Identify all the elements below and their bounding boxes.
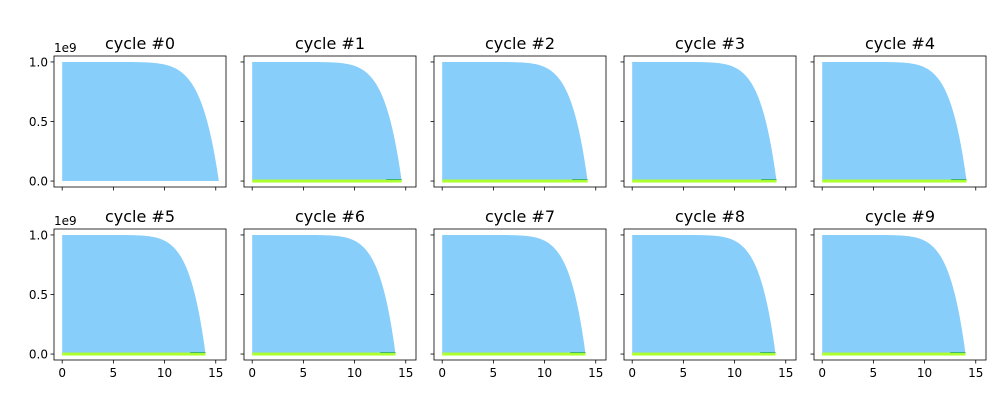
area-lower-band-cycle-7 xyxy=(442,352,586,356)
subplot-title-cycle-0: cycle #0 xyxy=(105,34,175,53)
x-tick-label: 10 xyxy=(347,366,362,380)
area-lower-band-cycle-5 xyxy=(62,352,206,356)
x-tick-label: 0 xyxy=(248,366,256,380)
subplot-cycle-4: cycle #4 xyxy=(810,34,987,191)
x-tick-label: 15 xyxy=(588,366,603,380)
area-lower-band-cycle-3 xyxy=(632,179,777,183)
x-tick-label: 5 xyxy=(110,366,118,380)
subplot-cycle-2: cycle #2 xyxy=(430,34,607,191)
x-tick-label: 10 xyxy=(917,366,932,380)
y-tick-label: 0.0 xyxy=(29,175,48,189)
subplot-title-cycle-1: cycle #1 xyxy=(295,34,365,53)
subplot-cycle-3: cycle #3 xyxy=(620,34,797,191)
x-tick-label: 5 xyxy=(300,366,308,380)
area-lower-band-cycle-6 xyxy=(252,352,396,356)
area-main-cycle-9 xyxy=(822,234,966,355)
subplot-cycle-8: cycle #8 0 5 10 15 xyxy=(620,207,797,380)
x-tick-label: 0 xyxy=(438,366,446,380)
x-tick-label: 5 xyxy=(680,366,688,380)
x-tick-label: 10 xyxy=(727,366,742,380)
y-tick-label: 0.5 xyxy=(29,288,48,302)
x-tick-label: 0 xyxy=(818,366,826,380)
area-lower-band-cycle-2 xyxy=(442,179,588,183)
y-tick-label: 1.0 xyxy=(29,228,48,242)
area-main-cycle-5 xyxy=(62,234,206,355)
subplot-title-cycle-3: cycle #3 xyxy=(675,34,745,53)
subplot-title-cycle-2: cycle #2 xyxy=(485,34,555,53)
subplot-title-cycle-6: cycle #6 xyxy=(295,207,365,226)
x-tick-label: 5 xyxy=(870,366,878,380)
y-tick-label: 0.0 xyxy=(29,348,48,362)
area-main-cycle-3 xyxy=(632,61,777,182)
area-main-cycle-1 xyxy=(252,61,402,182)
area-lower-band-cycle-1 xyxy=(252,179,402,183)
x-tick-label: 10 xyxy=(157,366,172,380)
subplot-title-cycle-4: cycle #4 xyxy=(865,34,935,53)
subplot-title-cycle-7: cycle #7 xyxy=(485,207,555,226)
x-tick-label: 0 xyxy=(58,366,66,380)
y-offset-label: 1e9 xyxy=(54,214,77,228)
x-tick-label: 15 xyxy=(398,366,413,380)
subplot-title-cycle-5: cycle #5 xyxy=(105,207,175,226)
x-tick-label: 0 xyxy=(628,366,636,380)
area-main-cycle-0 xyxy=(62,61,219,182)
subplot-title-cycle-8: cycle #8 xyxy=(675,207,745,226)
area-main-cycle-6 xyxy=(252,234,396,355)
x-tick-label: 15 xyxy=(778,366,793,380)
area-main-cycle-4 xyxy=(822,61,967,182)
y-tick-label: 0.5 xyxy=(29,115,48,129)
x-tick-label: 15 xyxy=(208,366,223,380)
area-main-cycle-8 xyxy=(632,234,776,355)
subplot-cycle-5: cycle #5 0.0 0.5 1.0 0 5 10 15 1e9 xyxy=(29,207,227,380)
y-tick-label: 1.0 xyxy=(29,55,48,69)
x-tick-label: 5 xyxy=(490,366,498,380)
subplot-cycle-7: cycle #7 0 5 10 15 xyxy=(430,207,607,380)
x-tick-label: 15 xyxy=(968,366,983,380)
subplot-cycle-0: cycle #0 0.0 0.5 1.0 1e9 xyxy=(29,34,227,191)
area-lower-band-cycle-9 xyxy=(822,352,966,356)
area-lower-band-cycle-4 xyxy=(822,179,967,183)
subplot-cycle-1: cycle #1 xyxy=(240,34,417,191)
subplot-cycle-6: cycle #6 0 5 10 15 xyxy=(240,207,417,380)
x-tick-label: 10 xyxy=(537,366,552,380)
subplot-cycle-9: cycle #9 0 5 10 15 xyxy=(810,207,987,380)
area-main-cycle-7 xyxy=(442,234,586,355)
area-lower-band-cycle-8 xyxy=(632,352,776,356)
area-main-cycle-2 xyxy=(442,61,588,182)
subplot-title-cycle-9: cycle #9 xyxy=(865,207,935,226)
y-offset-label: 1e9 xyxy=(54,41,77,55)
